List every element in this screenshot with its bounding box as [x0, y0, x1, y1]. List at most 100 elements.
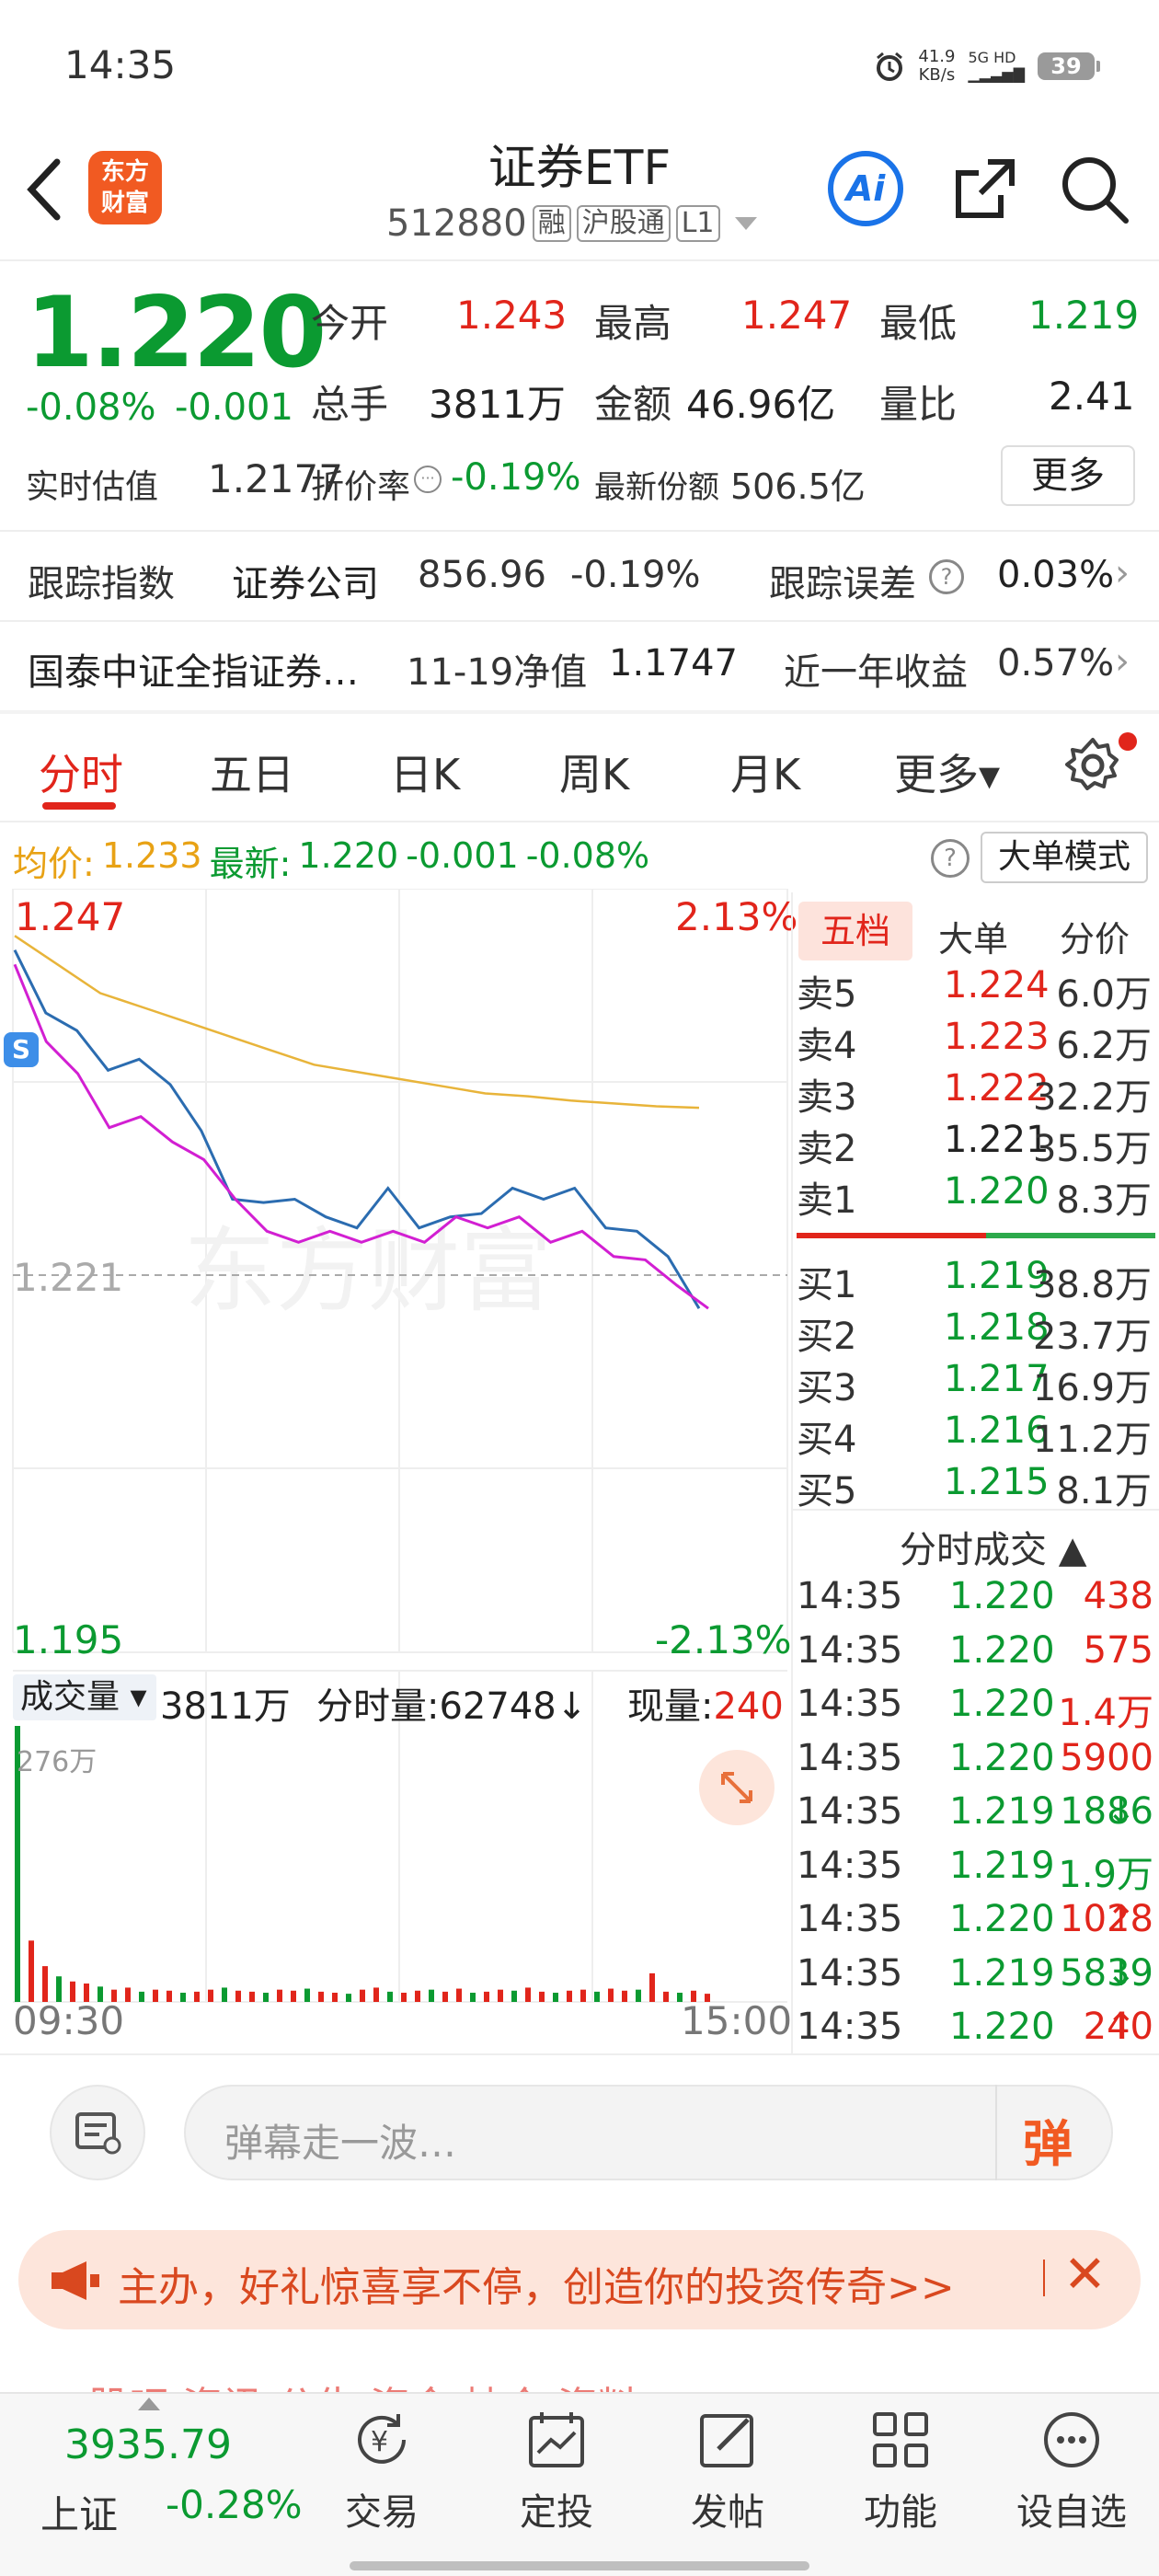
volume-bar: [401, 1993, 407, 2002]
danmu-toggle-button[interactable]: [50, 2085, 145, 2180]
year-return-label: 近一年收益: [784, 651, 968, 694]
more-circle-icon: [1044, 2412, 1099, 2467]
s-badge[interactable]: S: [4, 1032, 39, 1067]
volume-bar: [139, 1991, 144, 2002]
volume-value: 3811万: [429, 382, 566, 427]
nav-trade[interactable]: ¥ 交易: [313, 2403, 451, 2541]
danmu-input[interactable]: [184, 2085, 1113, 2180]
avg-price: 1.233: [101, 835, 202, 876]
bid-row[interactable]: 买1 1.219 38.8万: [797, 1255, 1152, 1306]
volume-bar: [180, 1993, 186, 2002]
page-title: 证券ETF: [488, 141, 671, 196]
nav-invest-plan[interactable]: 定投: [488, 2403, 625, 2541]
big-order-mode-button[interactable]: 大单模式: [981, 832, 1148, 883]
nav-add-watchlist[interactable]: 设自选: [1003, 2403, 1141, 2541]
tab-daily-k[interactable]: 日K: [390, 750, 461, 799]
megaphone-icon: [52, 2261, 99, 2300]
bid-row[interactable]: 买5 1.215 8.1万: [797, 1461, 1152, 1512]
more-button[interactable]: 更多: [1001, 445, 1135, 506]
help-icon[interactable]: ?: [929, 559, 964, 594]
volume-total: 3811万: [160, 1685, 291, 1728]
intraday-chart[interactable]: 东方财富: [0, 889, 791, 2057]
tab-price-dist[interactable]: 分价: [1060, 919, 1130, 960]
trade-row: 14:35 1.220 438: [797, 1575, 1153, 1617]
index-name[interactable]: 上证: [40, 2492, 119, 2537]
tab-five-day[interactable]: 五日: [210, 750, 294, 799]
chevron-right-icon: ›: [1115, 640, 1130, 683]
trades-title[interactable]: 分时成交 ▲: [900, 1529, 1087, 1571]
tab-order-book[interactable]: 五档: [798, 902, 912, 960]
ask-row[interactable]: 卖3 1.222 32.2万: [797, 1067, 1152, 1119]
tab-weekly-k[interactable]: 周K: [559, 750, 630, 799]
stock-code-line[interactable]: 512880 融 沪股通 L1: [386, 201, 757, 247]
promo-banner[interactable]: [18, 2230, 1141, 2329]
grid-icon: [873, 2412, 928, 2467]
nav-post[interactable]: 发帖: [659, 2403, 797, 2541]
tracking-error-value: 0.03%: [997, 554, 1115, 596]
help-icon[interactable]: ?: [931, 839, 970, 878]
ask-row[interactable]: 卖4 1.223 6.2万: [797, 1016, 1152, 1067]
settings-button[interactable]: [1063, 736, 1122, 795]
time-end: 15:00: [681, 1998, 793, 2043]
tab-big-orders[interactable]: 大单: [938, 919, 1009, 960]
ai-assistant-button[interactable]: Ai: [828, 151, 903, 226]
time-start: 09:30: [13, 1998, 125, 2043]
high-label: 最高: [594, 301, 672, 346]
ask-row[interactable]: 卖1 1.220 8.3万: [797, 1170, 1152, 1222]
volume-selector[interactable]: 成交量 ▾: [13, 1674, 156, 1720]
volume-bar: [291, 1990, 296, 2002]
status-icons: 41.9 KB/s 5G HD ▁▂▃▅▇ 39: [874, 42, 1100, 90]
chart-bottom-price: 1.195: [13, 1617, 124, 1662]
nav-label: 11-19净值: [407, 651, 588, 694]
change-amount: -0.001: [175, 386, 293, 429]
tab-intraday[interactable]: 分时: [39, 750, 123, 799]
volume-bar: [456, 1988, 462, 2002]
trade-row: 14:35 1.219 1.9万: [797, 1844, 1153, 1896]
gear-icon: [1065, 738, 1119, 790]
index-value[interactable]: 3935.79: [64, 2421, 232, 2468]
ask-row[interactable]: 卖2 1.221 35.5万: [797, 1119, 1152, 1170]
promo-text[interactable]: 主办，好礼惊喜享不停，创造你的投资传奇>>: [118, 2264, 955, 2311]
volume-bar: [470, 1993, 476, 2002]
nav-functions[interactable]: 功能: [832, 2403, 970, 2541]
volume-bar: [636, 1989, 641, 2002]
trade-row: 14:35 1.220 5900: [797, 1736, 1153, 1779]
ask-row[interactable]: 卖5 1.224 6.0万: [797, 964, 1152, 1016]
volume-bar: [263, 1993, 269, 2002]
danmu-send-button[interactable]: 弹: [1023, 2115, 1073, 2173]
volume-bar: [360, 1989, 365, 2002]
search-button[interactable]: [1058, 153, 1131, 226]
index-change[interactable]: -0.28%: [166, 2482, 303, 2527]
stock-code: 512880: [386, 202, 527, 245]
svg-text:¥: ¥: [371, 2426, 388, 2458]
year-return-value: 0.57%: [997, 642, 1115, 684]
close-promo-button[interactable]: ✕: [1063, 2245, 1107, 2305]
volume-bar: [84, 1984, 89, 2002]
volume-bar: [594, 1991, 600, 2002]
trade-row: 14:35 1.220 1.4万: [797, 1683, 1153, 1734]
fund-name: 国泰中证全指证券…: [28, 651, 359, 694]
bid-row[interactable]: 买2 1.218 23.7万: [797, 1306, 1152, 1358]
tab-monthly-k[interactable]: 月K: [730, 750, 801, 799]
more-info-icon[interactable]: ···: [414, 466, 442, 493]
back-button[interactable]: [20, 153, 75, 226]
volume-bar: [235, 1990, 241, 2002]
divider: [0, 530, 1159, 532]
bid-row[interactable]: 买4 1.216 11.2万: [797, 1409, 1152, 1461]
divider: [1043, 2260, 1045, 2296]
volume-bar: [318, 1991, 324, 2002]
calendar-chart-icon: [529, 2412, 584, 2467]
tab-more[interactable]: 更多▾: [894, 750, 1001, 799]
bid-row[interactable]: 买3 1.217 16.9万: [797, 1358, 1152, 1409]
ratio-value: 2.41: [1049, 374, 1135, 419]
volume-label: 总手: [311, 382, 389, 427]
avg-line: [14, 935, 700, 1110]
expand-button[interactable]: [699, 1750, 775, 1825]
volume-bar: [346, 1994, 351, 2002]
current-volume: 现量:240: [627, 1685, 784, 1728]
volume-bar: [415, 1990, 420, 2002]
volume-bar: [42, 1966, 48, 2002]
share-button[interactable]: [947, 153, 1021, 226]
volume-bar: [70, 1981, 75, 2002]
danmu-placeholder: 弹幕走一波…: [224, 2121, 457, 2166]
